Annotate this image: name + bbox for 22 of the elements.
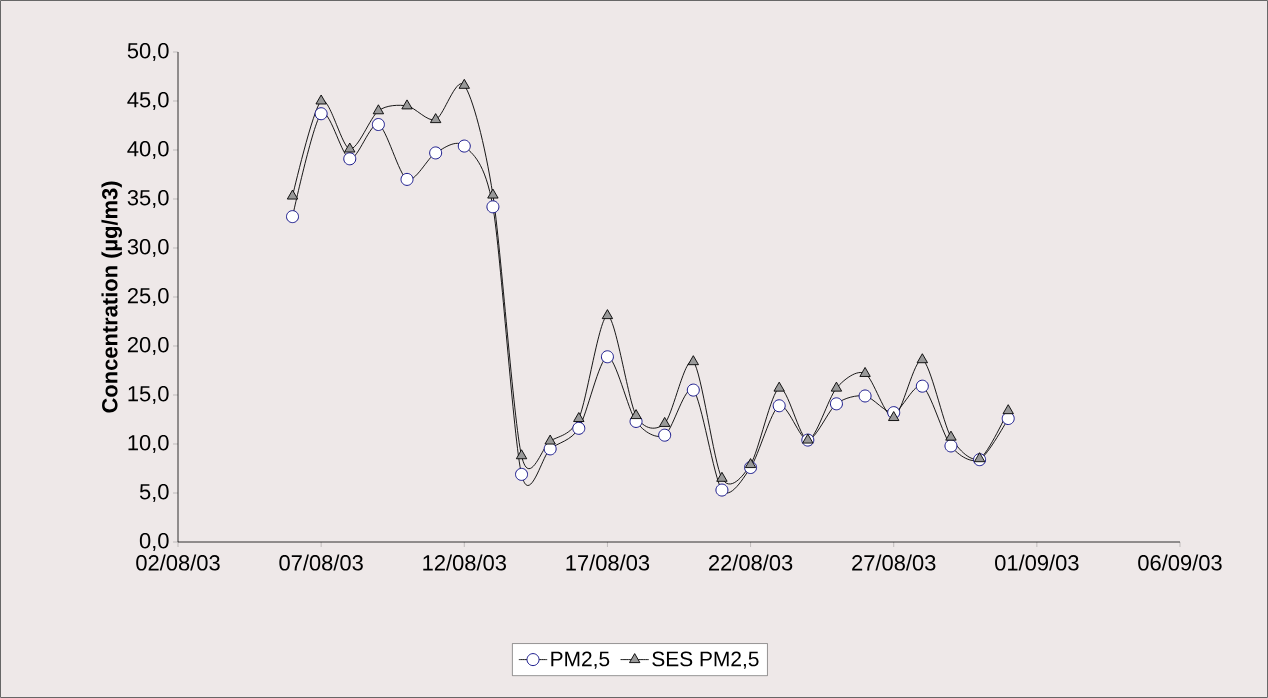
x-tick-label: 17/08/03 <box>566 554 650 571</box>
y-tick-label: 35,0 <box>127 189 169 209</box>
y-tick-label: 10,0 <box>128 434 169 454</box>
y-tick-label: 30,0 <box>127 238 169 258</box>
y-tick-label: 45,0 <box>127 91 169 111</box>
legend-label: SES PM2,5 <box>652 651 759 669</box>
x-tick-label: 07/08/03 <box>279 554 363 571</box>
x-tick-label: 06/09/03 <box>1138 554 1222 571</box>
x-tick-label: 02/08/03 <box>136 554 220 571</box>
x-tick-label: 27/08/03 <box>852 554 936 571</box>
y-tick-label: 25,0 <box>127 287 169 307</box>
y-tick-label: 15,0 <box>128 385 169 405</box>
y-tick-label: 50,0 <box>127 42 169 62</box>
y-tick-label: 5,0 <box>139 483 169 503</box>
x-tick-label: 01/09/03 <box>995 554 1079 571</box>
y-tick-label: 40,0 <box>127 140 169 160</box>
y-axis-title: Concentration (µg/m3) <box>101 181 122 413</box>
x-tick-label: 22/08/03 <box>709 554 793 571</box>
x-tick-label: 12/08/03 <box>423 554 506 571</box>
legend-label: PM2,5 <box>551 651 610 669</box>
y-tick-label: 20,0 <box>127 336 169 356</box>
y-tick-label: 0,0 <box>139 532 169 552</box>
